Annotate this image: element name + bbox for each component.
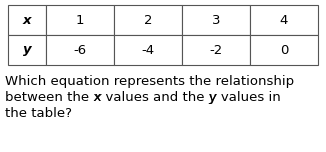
Bar — [182, 5, 250, 35]
Bar — [250, 35, 318, 65]
Text: 0: 0 — [280, 43, 288, 57]
Bar — [114, 35, 182, 65]
Bar — [114, 5, 182, 35]
Bar — [182, 35, 250, 65]
Bar — [8, 35, 46, 65]
Text: 1: 1 — [76, 14, 84, 26]
Bar — [8, 5, 46, 35]
Text: 3: 3 — [212, 14, 220, 26]
Bar — [250, 5, 318, 35]
Text: 2: 2 — [144, 14, 152, 26]
Text: y: y — [23, 43, 31, 57]
Text: -4: -4 — [141, 43, 155, 57]
Text: y: y — [209, 91, 216, 104]
Text: -2: -2 — [209, 43, 223, 57]
Bar — [46, 35, 114, 65]
Text: x: x — [23, 14, 31, 26]
Text: 4: 4 — [280, 14, 288, 26]
Text: Which equation represents the relationship: Which equation represents the relationsh… — [5, 75, 294, 88]
Text: -6: -6 — [73, 43, 87, 57]
Bar — [46, 5, 114, 35]
Text: the table?: the table? — [5, 107, 72, 120]
Text: x: x — [93, 91, 101, 104]
Text: between the x values and the y values in: between the x values and the y values in — [5, 91, 281, 104]
